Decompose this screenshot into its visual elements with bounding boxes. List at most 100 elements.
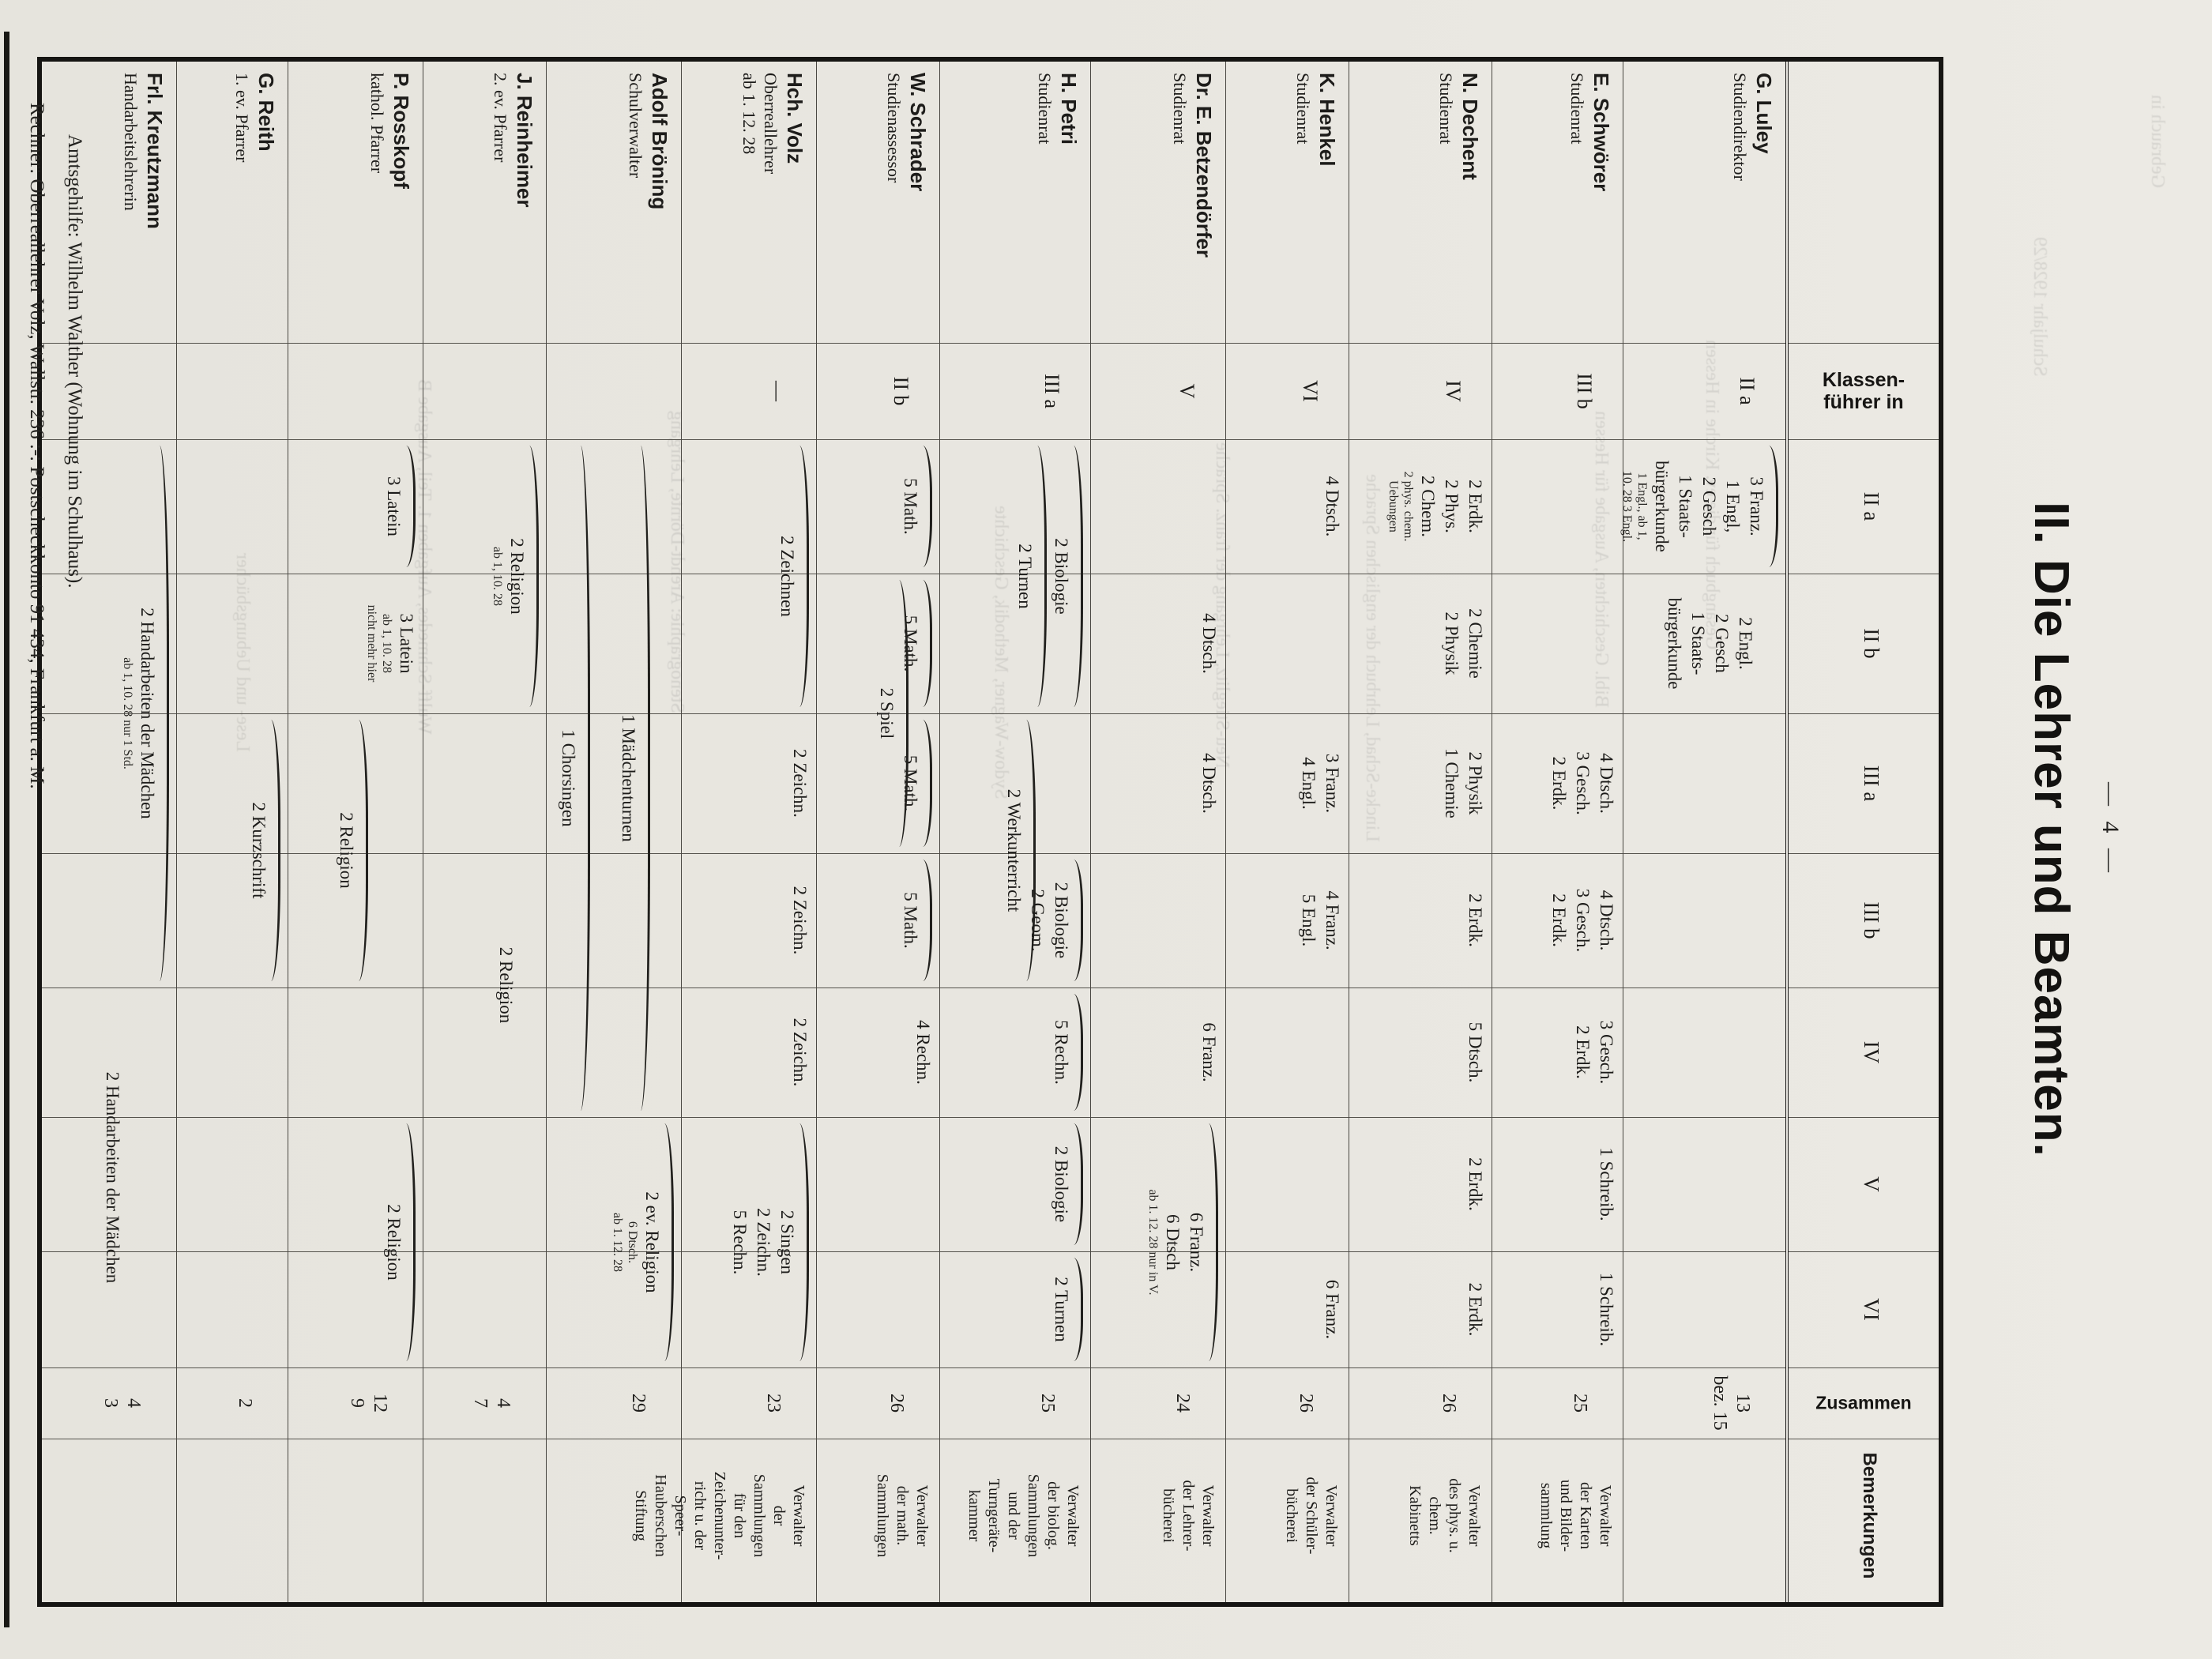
cell-line: Uebungen <box>1386 439 1401 574</box>
cell-text: 2 Erdk. <box>1465 480 1485 533</box>
grouping-brace-icon <box>1074 994 1083 1111</box>
cell-line: 6 Franz. <box>1320 1251 1344 1367</box>
table-row: W. Schrader Studienassessor II b 5 Math. 5 M… <box>816 62 939 1602</box>
cell-text: 2 Religion <box>337 812 356 889</box>
cell-line: 2 Phys. <box>1439 439 1463 574</box>
klassenfuehrer-cell: II a <box>1623 343 1785 439</box>
cell-line: 2 Zeichn. <box>788 713 811 853</box>
cell-line: 1 Chemie <box>1439 713 1463 853</box>
bemerkung-line: kammer <box>965 1489 983 1542</box>
subject-cell: 2 Erdk. <box>1349 1251 1492 1367</box>
cell-text: 4 Dtsch. <box>1199 753 1219 814</box>
grouping-brace-icon <box>641 446 650 1111</box>
header-klassenfuehrer: Klassen- führer in <box>1789 343 1939 439</box>
teacher-title: 2. ev. Pfarrer <box>491 73 510 163</box>
zusammen-value: 3 <box>100 1398 121 1408</box>
cell-line <box>517 853 541 1117</box>
bleedthrough-text: Gebrauch in <box>2147 95 2168 188</box>
cell-text: 2 Physik <box>1442 611 1462 675</box>
cell-text <box>911 574 935 853</box>
cell-text: 1 Staats- <box>1676 475 1695 538</box>
cell-line: 3 Franz. <box>1320 713 1344 853</box>
subject-cell: 2 Handarbeiten der Mädchen ab 1, 10. 28 n… <box>42 439 176 988</box>
cell-text: 2 Erdk. <box>1549 893 1569 947</box>
cell-line: 5 Engl. <box>1296 853 1320 988</box>
cell-line: 2 Religion <box>334 713 368 988</box>
cell-text: 2 Zeichnen <box>777 536 797 617</box>
cell-line: 1 Schreib. <box>1594 1251 1618 1367</box>
cell-text: 1 Engl., ab 1, <box>1635 472 1649 540</box>
bemerkung-line: und Bilder- <box>1557 1479 1574 1552</box>
zusammen-value: 7 <box>470 1398 491 1408</box>
subject-cell: 2 Handarbeiten der Mädchen <box>42 988 176 1367</box>
cell-line: 6 Dtsch. <box>625 1117 640 1367</box>
cell-text <box>592 439 616 1117</box>
bemerkung-line: Verwalter <box>790 1484 807 1547</box>
subject-cell: 3 Franz. 1 Engl, 2 Gesch 1 Staats-bürgerkun… <box>1620 439 1785 574</box>
table-row: Frl. Kreutzmann Handarbeitslehrerin 2 Hand… <box>42 62 176 1602</box>
teacher-title: Studienrat <box>1035 73 1055 145</box>
cell-text <box>517 853 541 1117</box>
cell-text: ab 1, 10. 28 <box>491 546 504 607</box>
grouping-brace-icon <box>923 446 932 567</box>
grouping-brace-icon <box>799 446 809 707</box>
zusammen-cell: 12 9 <box>288 1367 423 1439</box>
bemerkung-line: der math. <box>893 1485 911 1546</box>
klassenfuehrer-value: IV <box>1442 380 1465 402</box>
subject-cell: 2 Erdk. 2 Phys. 2 Chem. 2 phys. chem. Uebung… <box>1349 439 1492 574</box>
cell-text: 2 Chemie <box>1465 608 1485 679</box>
cell-text: 1 Engl, <box>1723 480 1743 533</box>
subject-cell: 4 Dtsch. <box>1091 713 1225 853</box>
bemerkung-line: Verwalter <box>1199 1484 1217 1547</box>
bemerkung-line: der <box>770 1505 788 1526</box>
grouping-brace-icon <box>581 446 590 1111</box>
cell-line: 1 Engl, <box>1721 439 1744 574</box>
grouping-brace-icon <box>1209 1123 1218 1361</box>
zusammen-value: 23 <box>763 1394 784 1413</box>
cell-text <box>371 713 394 988</box>
klassenfuehrer-value: II a <box>1736 377 1759 405</box>
teacher-name: Adolf Bröning <box>648 73 672 210</box>
bemerkung-line: Kabinetts <box>1406 1485 1424 1546</box>
grouping-brace-icon <box>160 446 169 981</box>
teacher-title: Studienrat <box>1567 73 1587 145</box>
column-rule <box>817 1117 939 1118</box>
bemerkung-line: sammlung <box>1537 1482 1555 1549</box>
cell-text: 2 Handarbeiten der Mädchen <box>137 608 157 819</box>
subject-cell: 2 Religion <box>288 713 423 988</box>
grouping-brace-icon <box>406 1123 416 1361</box>
bemerkung-cell: Verwalter der Schüler-bücherei <box>1226 1439 1349 1593</box>
teacher-title: Studienrat <box>1293 73 1313 145</box>
bemerkung-cell: Verwalter der Karten und Bilder-sammlung <box>1492 1439 1623 1593</box>
cell-text: 2 Zeichn. <box>790 886 810 955</box>
subject-cell: 2 Biologie 2 Geom. <box>940 853 1090 988</box>
cell-line: 2 Erdk. <box>1463 1251 1487 1367</box>
cell-text: 2 Phys. <box>1442 480 1462 533</box>
cell-text: Uebungen <box>1386 480 1400 532</box>
cell-line: ab 1. 12. 28 <box>610 1117 625 1367</box>
footer-rechner: Rechner: Oberreallehrer Volz, Wallstr. 2… <box>26 103 47 789</box>
teacher-name-cell: E. Schwörer Studienrat <box>1492 62 1623 343</box>
cell-line: 2 Religion <box>382 1117 416 1367</box>
teacher-name: W. Schrader <box>906 73 930 192</box>
teacher-title: Schulverwalter <box>626 73 645 179</box>
klassenfuehrer-value: III b <box>1573 373 1596 409</box>
subject-cell: 1 Mädchenturnen 1 Chorsingen <box>547 439 681 1117</box>
zusammen-value: 24 <box>1172 1394 1193 1413</box>
cell-line: 3 Gesch. <box>1571 713 1594 853</box>
klassenfuehrer-cell <box>423 343 546 439</box>
bemerkung-line: Zeichenunter- <box>711 1471 728 1560</box>
cell-text: 3 Franz. <box>1322 753 1342 814</box>
cell-text: nicht mehr hier <box>365 604 378 683</box>
subject-cell: 6 Franz. 6 Dtsch ab 1. 12. 28 nur in V. <box>1091 1117 1225 1367</box>
cell-line <box>371 713 394 988</box>
cell-line: 2 Gesch <box>1697 439 1721 574</box>
subject-cell: 2 Religion <box>288 1117 423 1367</box>
cell-text: 3 Gesch. <box>1597 1020 1616 1085</box>
cell-text: 4 Dtsch. <box>1597 753 1616 814</box>
cell-text: 2 Zeichn. <box>754 1208 773 1277</box>
cell-line: nicht mehr hier <box>364 574 379 713</box>
